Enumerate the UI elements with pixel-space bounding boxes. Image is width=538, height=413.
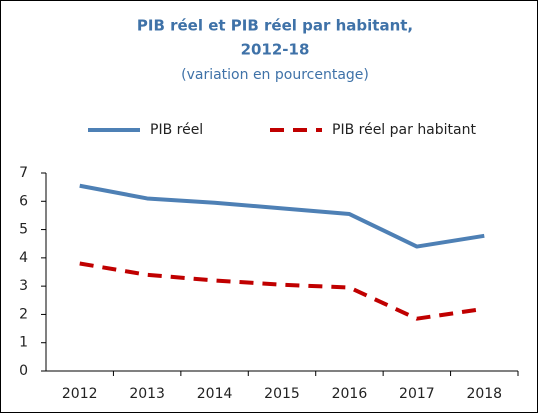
x-tick-label: 2014: [197, 386, 233, 402]
y-tick-label: 6: [19, 193, 28, 209]
legend-label: PIB réel: [150, 122, 203, 138]
x-tick-label: 2015: [264, 386, 300, 402]
y-tick-label: 3: [19, 278, 28, 294]
series-line: [79, 183, 485, 249]
x-tick-label: 2012: [62, 386, 98, 402]
series-line: [79, 261, 485, 321]
chart-subtitle: (variation en pourcentage): [181, 67, 369, 83]
y-tick-label: 5: [19, 222, 28, 238]
y-tick-label: 1: [19, 335, 28, 351]
y-tick-label: 2: [19, 306, 28, 322]
y-tick-label: 4: [19, 250, 28, 266]
y-tick-label: 0: [19, 363, 28, 379]
x-tick-label: 2017: [399, 386, 435, 402]
x-tick-label: 2016: [332, 386, 368, 402]
chart-title: 2012-18: [241, 41, 310, 59]
y-tick-label: 7: [19, 165, 28, 181]
x-tick-label: 2013: [129, 386, 165, 402]
chart-title: PIB réel et PIB réel par habitant,: [137, 17, 413, 35]
x-tick-label: 2018: [466, 386, 502, 402]
legend-label: PIB réel par habitant: [332, 122, 476, 138]
